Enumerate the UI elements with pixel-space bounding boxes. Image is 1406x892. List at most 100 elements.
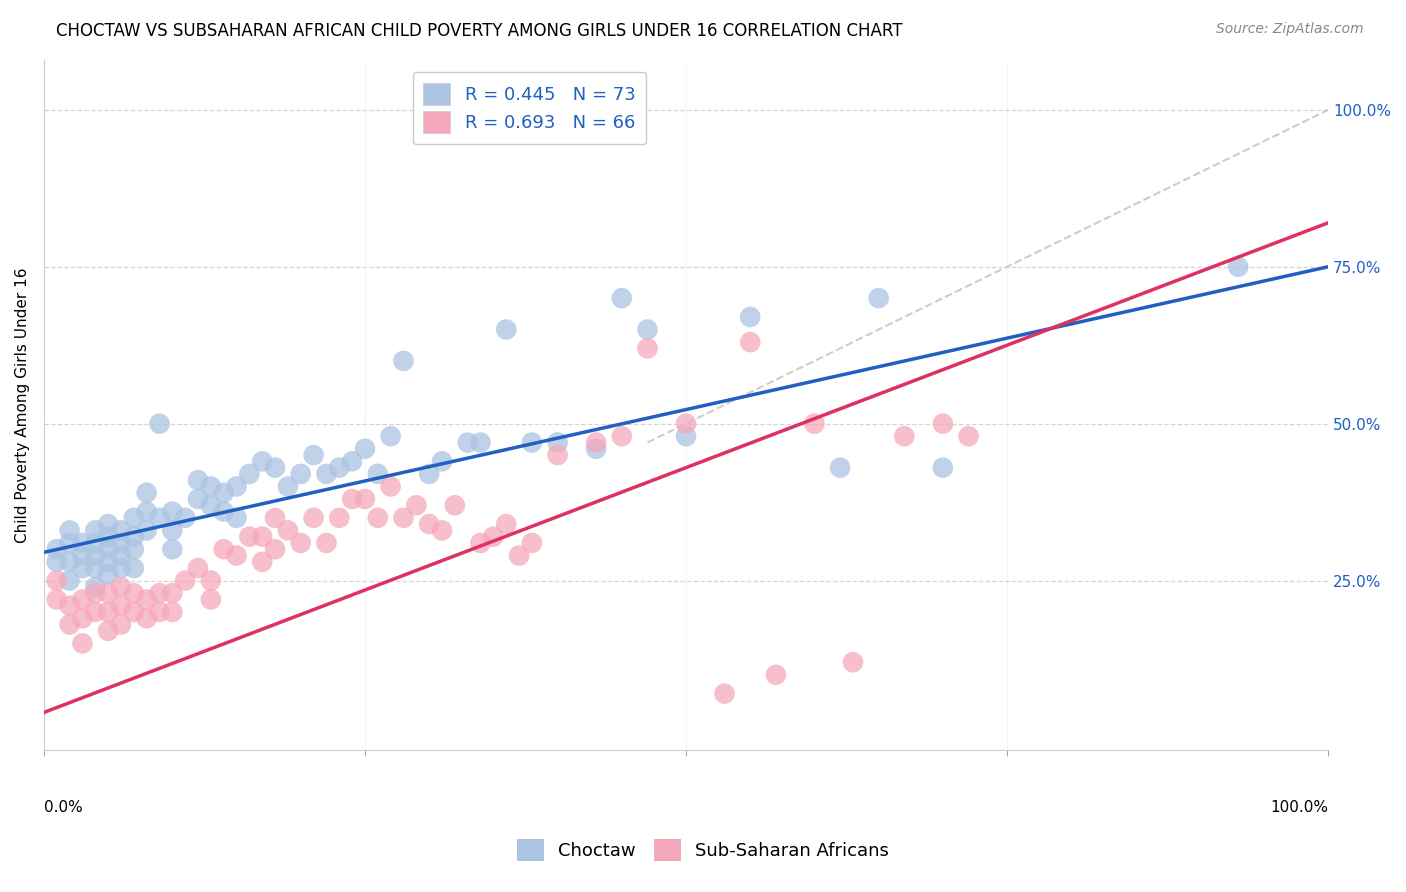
Point <box>315 467 337 481</box>
Point <box>122 542 145 557</box>
Y-axis label: Child Poverty Among Girls Under 16: Child Poverty Among Girls Under 16 <box>15 267 30 542</box>
Point <box>328 460 350 475</box>
Point <box>893 429 915 443</box>
Point <box>932 460 955 475</box>
Point <box>122 586 145 600</box>
Point <box>470 536 492 550</box>
Point <box>135 505 157 519</box>
Point <box>547 448 569 462</box>
Point <box>392 511 415 525</box>
Point <box>444 498 467 512</box>
Point <box>58 617 80 632</box>
Point <box>354 491 377 506</box>
Point <box>212 542 235 557</box>
Point <box>367 467 389 481</box>
Point <box>97 542 120 557</box>
Point <box>277 524 299 538</box>
Point <box>264 511 287 525</box>
Point <box>610 291 633 305</box>
Point <box>97 517 120 532</box>
Point <box>212 485 235 500</box>
Point <box>842 655 865 669</box>
Point <box>97 555 120 569</box>
Point <box>58 524 80 538</box>
Point <box>430 454 453 468</box>
Point <box>135 611 157 625</box>
Point <box>72 536 94 550</box>
Point <box>508 549 530 563</box>
Point <box>58 574 80 588</box>
Point <box>110 549 132 563</box>
Point <box>187 473 209 487</box>
Point <box>495 517 517 532</box>
Point <box>495 322 517 336</box>
Point <box>58 555 80 569</box>
Point <box>148 605 170 619</box>
Point <box>45 592 67 607</box>
Point <box>520 536 543 550</box>
Point <box>162 505 184 519</box>
Point <box>803 417 825 431</box>
Point <box>250 454 273 468</box>
Point <box>84 580 107 594</box>
Point <box>225 549 247 563</box>
Point <box>290 467 312 481</box>
Point <box>72 561 94 575</box>
Point <box>585 442 607 456</box>
Point <box>713 687 735 701</box>
Point <box>637 342 659 356</box>
Point <box>200 498 222 512</box>
Point <box>72 592 94 607</box>
Point <box>148 417 170 431</box>
Point <box>135 524 157 538</box>
Point <box>187 561 209 575</box>
Point <box>148 586 170 600</box>
Point <box>302 511 325 525</box>
Point <box>675 417 697 431</box>
Point <box>200 574 222 588</box>
Point <box>84 524 107 538</box>
Point <box>340 491 363 506</box>
Point <box>110 599 132 613</box>
Point <box>110 561 132 575</box>
Point <box>830 460 852 475</box>
Point <box>957 429 980 443</box>
Point <box>470 435 492 450</box>
Point <box>250 530 273 544</box>
Legend: Choctaw, Sub-Saharan Africans: Choctaw, Sub-Saharan Africans <box>508 830 898 870</box>
Text: 0.0%: 0.0% <box>44 800 83 814</box>
Point <box>418 517 440 532</box>
Point <box>72 636 94 650</box>
Point <box>380 479 402 493</box>
Point <box>84 605 107 619</box>
Point <box>174 574 197 588</box>
Point <box>200 479 222 493</box>
Point <box>675 429 697 443</box>
Point <box>212 505 235 519</box>
Point <box>72 549 94 563</box>
Point <box>250 555 273 569</box>
Point <box>84 536 107 550</box>
Point <box>162 542 184 557</box>
Point <box>45 555 67 569</box>
Point <box>868 291 890 305</box>
Point <box>58 599 80 613</box>
Point <box>1227 260 1250 274</box>
Point <box>110 524 132 538</box>
Point <box>225 511 247 525</box>
Text: Source: ZipAtlas.com: Source: ZipAtlas.com <box>1216 22 1364 37</box>
Point <box>547 435 569 450</box>
Point <box>97 586 120 600</box>
Point <box>97 530 120 544</box>
Point <box>367 511 389 525</box>
Point <box>340 454 363 468</box>
Point <box>585 435 607 450</box>
Point <box>315 536 337 550</box>
Point <box>122 511 145 525</box>
Point <box>45 574 67 588</box>
Legend: R = 0.445   N = 73, R = 0.693   N = 66: R = 0.445 N = 73, R = 0.693 N = 66 <box>412 72 647 145</box>
Point <box>162 605 184 619</box>
Point <box>740 334 762 349</box>
Point <box>97 567 120 582</box>
Point <box>45 542 67 557</box>
